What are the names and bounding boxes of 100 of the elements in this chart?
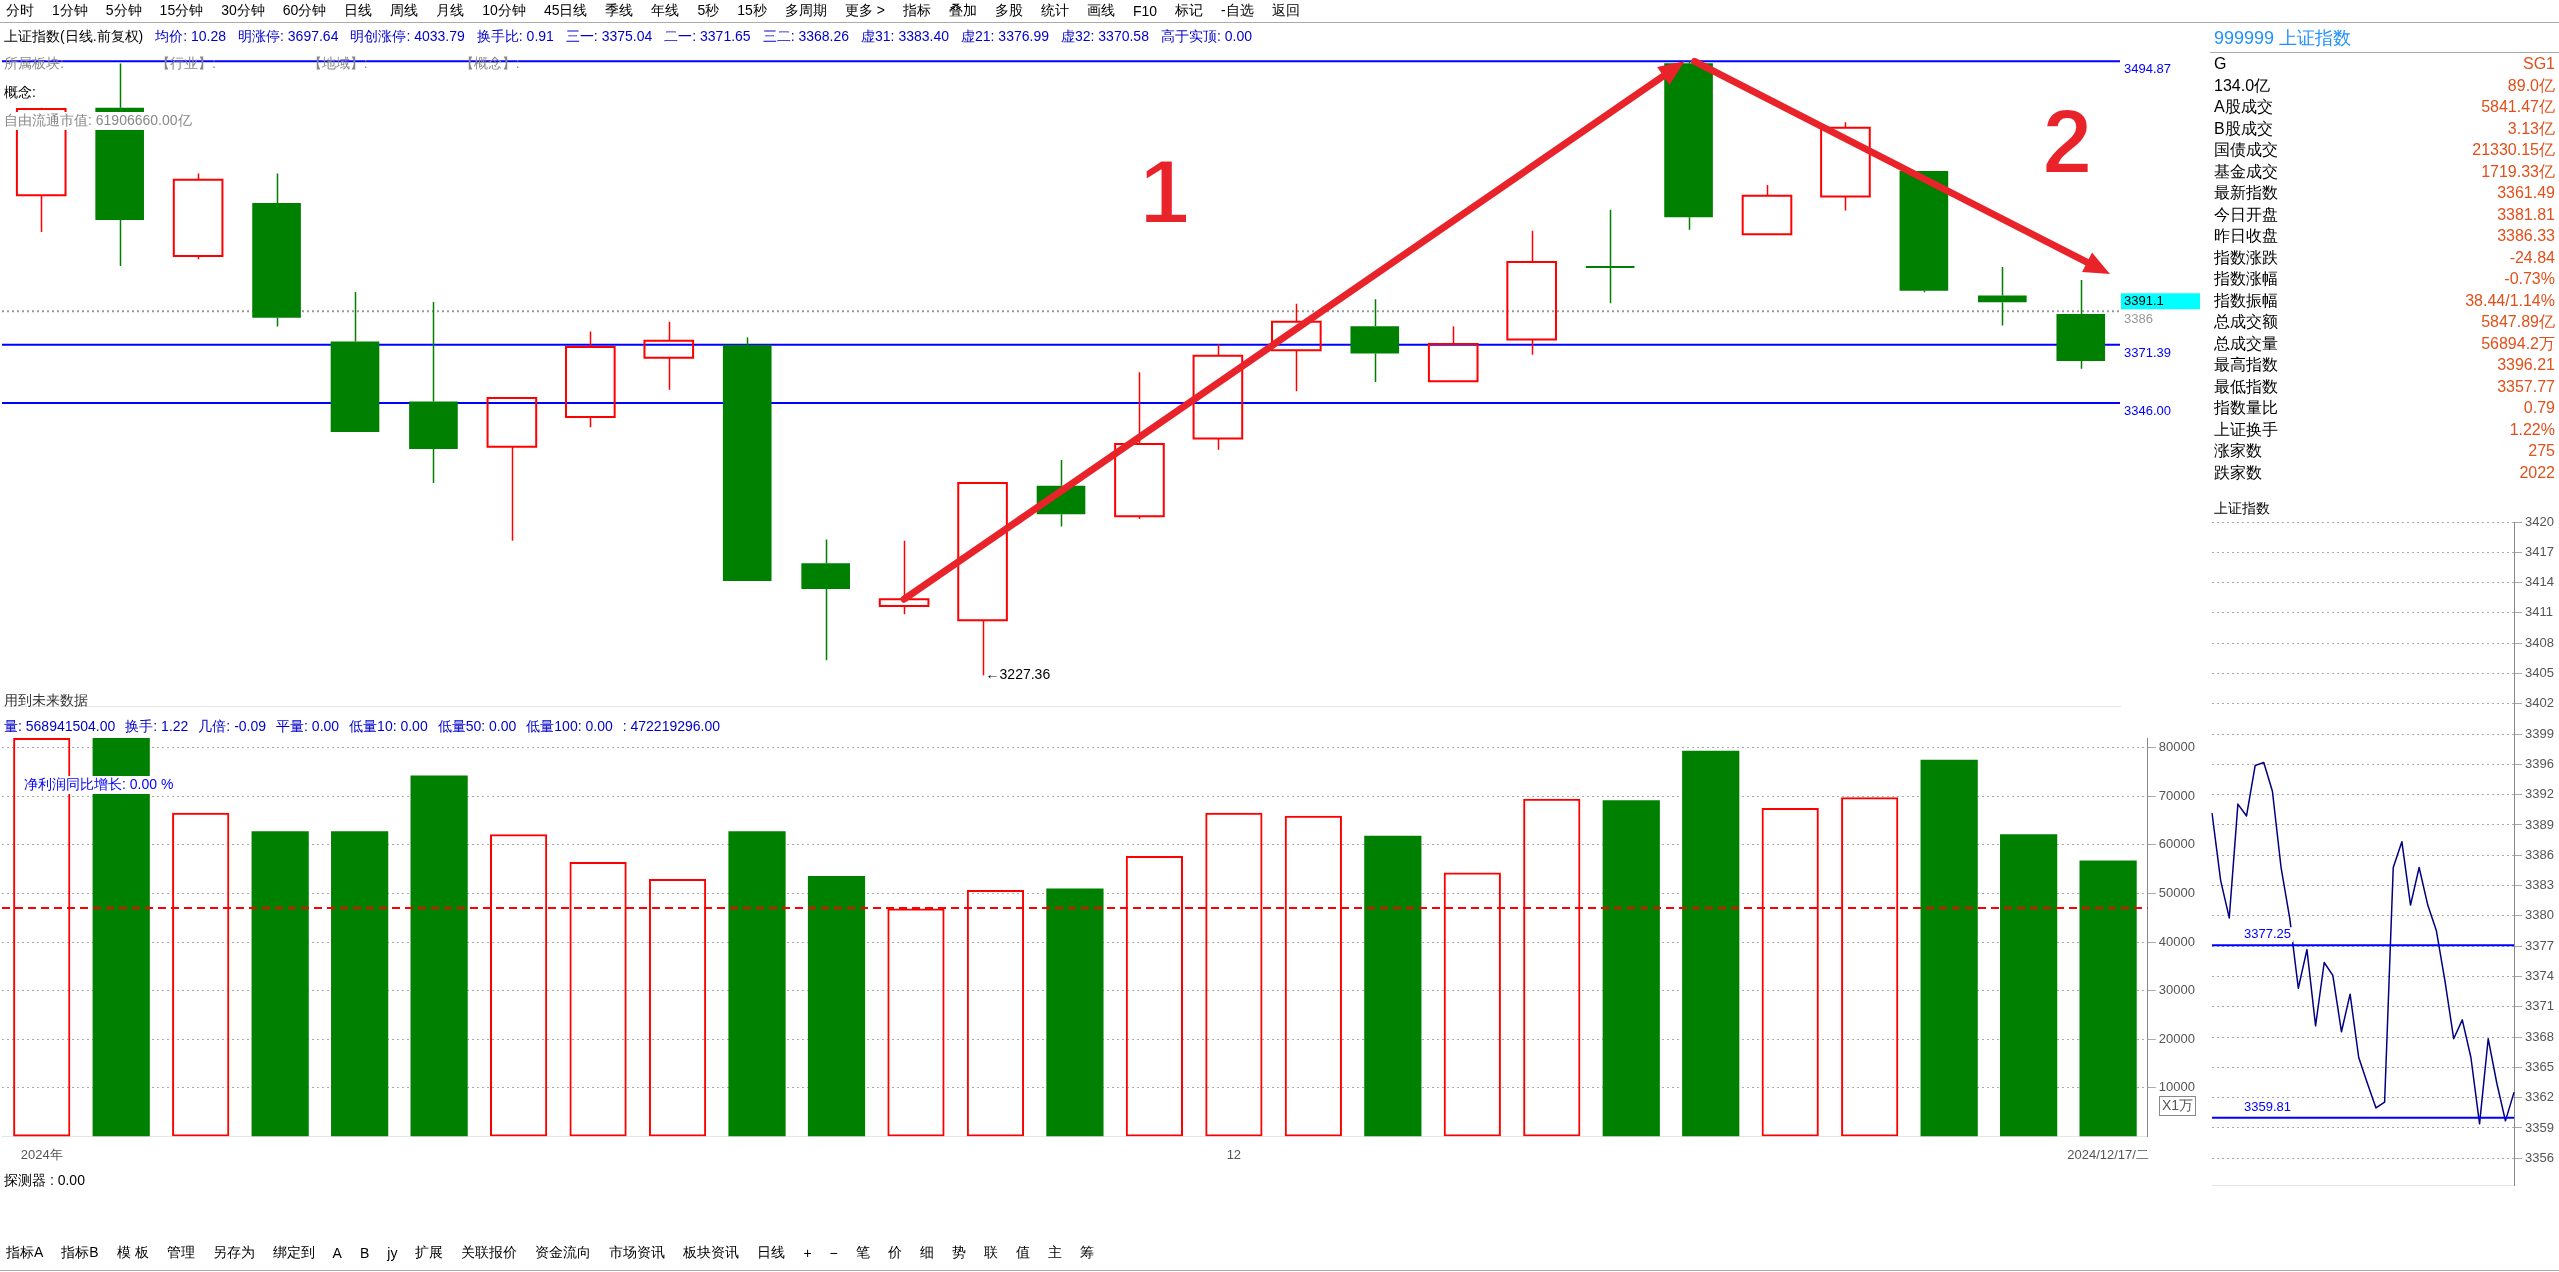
- text: 日线: [757, 1244, 786, 1262]
- text: 高于实顶: 0.00: [1160, 28, 1252, 46]
- text: : 472219296.00: [622, 718, 721, 736]
- candlestick: [330, 291, 380, 432]
- text: 探测器 : 0.00: [4, 1172, 85, 1190]
- text: 关联报价: [461, 1244, 518, 1262]
- text: 明涨停: 3697.64: [238, 28, 339, 46]
- text: 21330.15亿: [2472, 140, 2555, 160]
- text: 3361.49: [2497, 183, 2555, 203]
- text: 5秒: [697, 2, 720, 20]
- text: 基金成交: [2214, 161, 2278, 182]
- y-tick-label: 50000: [2158, 885, 2196, 901]
- text: 管理: [166, 1244, 195, 1262]
- text: 总成交额: [2214, 312, 2278, 332]
- text: 134.0亿: [2214, 75, 2271, 96]
- y-tick-label: 3368: [2525, 1028, 2554, 1044]
- text: 5847.89亿: [2481, 312, 2555, 332]
- text: 60分钟: [282, 2, 327, 20]
- y-tick-label: 60000: [2158, 836, 2196, 852]
- y-tick-label: 3392: [2525, 786, 2554, 802]
- text: 指标B: [61, 1244, 99, 1262]
- candlestick: [1114, 371, 1165, 520]
- text: 资金流向: [535, 1244, 592, 1262]
- text: SG1: [2522, 54, 2555, 74]
- text: 分时: [6, 2, 34, 20]
- text: 三一: 3375.04: [565, 28, 653, 46]
- text: 周线: [390, 2, 419, 20]
- candlestick: [643, 321, 695, 391]
- chart-title: 上证指数: [2214, 500, 2270, 518]
- candlestick: [2056, 279, 2106, 370]
- text: 标记: [1175, 2, 1204, 20]
- text: 虚32: 3370.58: [1060, 28, 1149, 46]
- text: 另存为: [212, 1244, 255, 1262]
- text: 市场资讯: [609, 1244, 666, 1262]
- bar: [1920, 759, 1978, 1137]
- candlestick: [1820, 121, 1871, 212]
- text: 虚31: 3383.40: [861, 28, 949, 46]
- text: 更多 >: [844, 2, 885, 20]
- text: 返回: [1271, 2, 1300, 20]
- bar: [2079, 860, 2137, 1137]
- y-tick-label: 3359: [2525, 1119, 2554, 1135]
- text: 虚21: 3376.99: [961, 28, 1049, 46]
- text: 指标: [902, 2, 931, 20]
- candlestick: [1978, 266, 2027, 327]
- text: 3386: [2124, 311, 2153, 327]
- text: A: [332, 1245, 342, 1261]
- ref-line-label: 3377.25: [2244, 926, 2291, 942]
- candlestick: [801, 538, 850, 662]
- y-tick-label: 3402: [2525, 695, 2554, 711]
- text: 指数振幅: [2214, 290, 2278, 311]
- candlestick: [409, 301, 458, 484]
- y-tick-label: 3405: [2525, 665, 2554, 681]
- text: 扩展: [415, 1244, 444, 1262]
- text: 3396.21: [2497, 355, 2555, 375]
- text: 统计: [1040, 2, 1069, 20]
- text: 多股: [994, 2, 1023, 20]
- y-tick-label: 30000: [2158, 982, 2196, 998]
- text: 38.44/1.14%: [2465, 290, 2555, 311]
- text: 平量: 0.00: [276, 718, 340, 736]
- text: 今日开盘: [2214, 204, 2278, 225]
- text: 日线: [344, 2, 373, 20]
- y-tick-label: 3365: [2525, 1058, 2554, 1074]
- text: 3386.33: [2497, 226, 2555, 246]
- bar: [1682, 750, 1740, 1137]
- text: 3391.1: [2124, 293, 2164, 309]
- y-tick-label: 3399: [2525, 725, 2554, 741]
- text: 15分钟: [159, 2, 204, 20]
- text: F10: [1132, 3, 1158, 19]
- text: 3346.00: [2124, 403, 2171, 419]
- text: 3371.39: [2124, 344, 2171, 360]
- y-tick-label: 70000: [2158, 787, 2196, 803]
- candlestick: [1506, 229, 1557, 356]
- text: 最低指数: [2214, 376, 2278, 397]
- text: 价: [887, 1244, 902, 1262]
- text: 指标A: [6, 1244, 44, 1262]
- y-tick-label: 3414: [2525, 574, 2554, 590]
- text: 5分钟: [105, 2, 142, 20]
- text: 涨家数: [2214, 441, 2262, 461]
- ref-line-label: 3359.81: [2244, 1098, 2291, 1114]
- text: 10分钟: [482, 2, 526, 20]
- text: 明创涨停: 4033.79: [350, 28, 465, 46]
- y-tick-label: 3377: [2525, 937, 2554, 953]
- y-tick-label: 3380: [2525, 907, 2554, 923]
- text: 低量50: 0.00: [437, 718, 517, 736]
- text: 3381.81: [2497, 204, 2555, 225]
- text: 5841.47亿: [2481, 97, 2555, 117]
- text: 量: 568941504.00: [4, 718, 116, 736]
- text: B股成交: [2214, 118, 2273, 139]
- text: 绑定到: [272, 1244, 315, 1262]
- candlestick: [1271, 303, 1322, 393]
- y-tick-label: 3383: [2525, 877, 2554, 893]
- y-tick-label: 10000: [2158, 1079, 2196, 1095]
- text: 换手比: 0.91: [476, 28, 554, 46]
- text: 跌家数: [2214, 462, 2262, 483]
- y-tick-label: 3408: [2525, 634, 2554, 650]
- text: 季线: [605, 2, 634, 20]
- text: 叠加: [948, 2, 977, 20]
- text: 三二: 3368.26: [762, 28, 850, 46]
- annotation: 自由流通市值: 61906660.00亿: [4, 112, 192, 130]
- text: 筹: [1079, 1244, 1094, 1262]
